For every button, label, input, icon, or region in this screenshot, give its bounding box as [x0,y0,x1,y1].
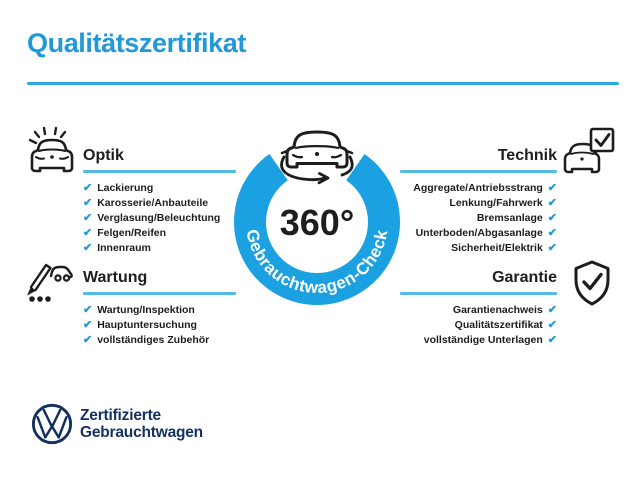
checklist-item: ✔ Karosserie/Anbauteile [83,196,236,211]
checklist-item: ✔ vollständige Unterlagen [400,333,557,348]
sparkle-car-icon [28,126,74,173]
section-optik-list: ✔ Lackierung ✔ Karosserie/Anbauteile ✔ V… [83,181,236,256]
checklist-item: ✔ Lenkung/Fahrwerk [400,196,557,211]
section-garantie-divider [400,292,557,295]
checklist-item: ✔ Lackierung [83,181,236,196]
checklist-item-label: Karosserie/Anbauteile [97,197,209,209]
check-icon: ✔ [547,333,557,346]
section-wartung-list: ✔ Wartung/Inspektion ✔ Hauptuntersuchung… [83,303,236,348]
checklist-item: ✔ Verglasung/Beleuchtung [83,211,236,226]
checklist-item: ✔ Aggregate/Antriebsstrang [400,181,557,196]
check-icon: ✔ [83,333,93,346]
checklist-item-label: Aggregate/Antriebsstrang [413,182,543,194]
section-optik-title: Optik [83,147,124,164]
checklist-item-label: Verglasung/Beleuchtung [97,212,221,224]
checklist-item: ✔ Unterboden/Abgasanlage [400,226,557,241]
pencil-car-icon [27,263,73,302]
header-divider [27,82,619,85]
checklist-item: ✔ vollständiges Zubehör [83,333,236,348]
page-title: Qualitätszertifikat [27,28,246,58]
check-icon: ✔ [83,318,93,331]
brand-claim: Zertifizierte Gebrauchtwagen [80,407,203,441]
vw-logo [31,403,73,445]
section-garantie-list: ✔ Garantienachweis ✔ Qualitätszertifikat… [400,303,557,348]
section-optik: Optik ✔ Lackierung ✔ Karosserie/Anbautei… [83,147,236,256]
section-garantie-title: Garantie [492,269,557,286]
checklist-item-label: Bremsanlage [476,212,543,224]
checklist-item: ✔ Sicherheit/Elektrik [400,241,557,256]
rotating-car-icon [280,130,354,185]
section-wartung-divider [83,292,236,295]
checklist-item-label: Unterboden/Abgasanlage [415,227,543,239]
section-garantie: Garantie ✔ Garantienachweis ✔ Qualitätsz… [400,269,557,348]
checklist-item-label: Lenkung/Fahrwerk [449,197,543,209]
check-icon: ✔ [547,226,557,239]
checklist-item-label: Innenraum [97,242,151,254]
section-wartung: Wartung ✔ Wartung/Inspektion ✔ Hauptunte… [83,269,236,348]
check-icon: ✔ [83,181,93,194]
section-wartung-title: Wartung [83,269,148,286]
section-optik-divider [83,170,236,173]
brand-claim-line2: Gebrauchtwagen [80,424,203,441]
checklist-item: ✔ Wartung/Inspektion [83,303,236,318]
checklist-item-label: vollständiges Zubehör [97,334,210,346]
checklist-item-label: Garantienachweis [452,304,543,316]
checklist-item-label: Qualitätszertifikat [454,319,543,331]
checklist-item: ✔ Felgen/Reifen [83,226,236,241]
check-icon: ✔ [547,303,557,316]
badge-ring [234,154,400,305]
checklist-item: ✔ Innenraum [83,241,236,256]
check-icon: ✔ [83,226,93,239]
check-icon: ✔ [83,241,93,254]
section-technik-divider [400,170,557,173]
check-icon: ✔ [83,196,93,209]
checklist-item: ✔ Hauptuntersuchung [83,318,236,333]
checklist-item-label: Felgen/Reifen [97,227,167,239]
360-check-badge: Gebrauchtwagen-Check 360° [234,130,400,305]
check-icon: ✔ [547,211,557,224]
check-icon: ✔ [547,181,557,194]
checklist-item: ✔ Bremsanlage [400,211,557,226]
checklist-item-label: Hauptuntersuchung [97,319,197,331]
checklist-item-label: vollständige Unterlagen [423,334,543,346]
check-icon: ✔ [547,196,557,209]
checklist-item: ✔ Garantienachweis [400,303,557,318]
checklist-item-label: Lackierung [97,182,154,194]
check-icon: ✔ [547,318,557,331]
check-icon: ✔ [83,211,93,224]
brand-claim-line1: Zertifizierte [80,407,161,424]
badge-value: 360° [280,202,354,243]
section-technik-list: ✔ Aggregate/Antriebsstrang ✔ Lenkung/Fah… [400,181,557,256]
checklist-item: ✔ Qualitätszertifikat [400,318,557,333]
section-technik: Technik ✔ Aggregate/Antriebsstrang ✔ Len… [400,147,557,256]
car-checkbox-icon [563,127,615,174]
section-technik-title: Technik [497,147,557,164]
check-icon: ✔ [83,303,93,316]
checklist-item-label: Sicherheit/Elektrik [451,242,543,254]
check-icon: ✔ [547,241,557,254]
checklist-item-label: Wartung/Inspektion [97,304,195,316]
shield-check-icon [574,260,610,306]
